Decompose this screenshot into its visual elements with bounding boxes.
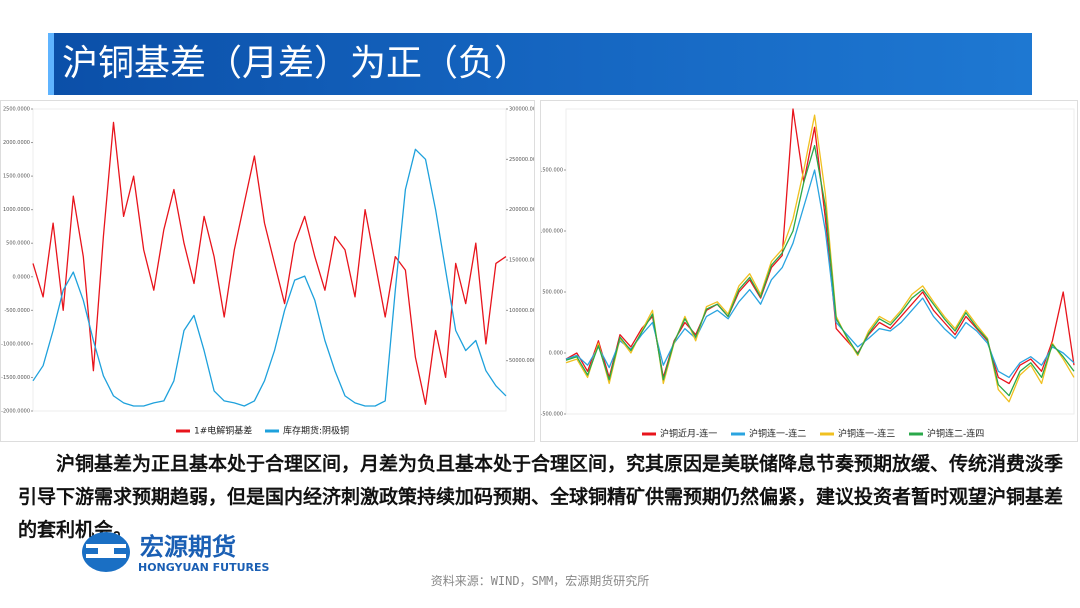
legend-label: 沪铜近月-连一	[660, 428, 717, 440]
slide-title: 沪铜基差（月差）为正（负）	[62, 43, 531, 84]
logo-core	[98, 544, 114, 558]
legend-label: 沪铜连一-连二	[749, 428, 806, 440]
y2-tick-label: 200000.0000	[509, 207, 535, 213]
source-note: 资料来源：WIND，SMM，宏源期货研究所	[430, 574, 650, 588]
y-tick-label: 500.000	[542, 290, 563, 296]
y-tick-label: -2000.0000	[1, 409, 30, 415]
y2-tick-label: 150000.0000	[509, 258, 535, 264]
legend-label: 1#电解铜基差	[194, 425, 252, 437]
legend-label: 沪铜连二-连四	[927, 428, 984, 440]
legend-label: 沪铜连一-连三	[838, 428, 895, 440]
series-line	[32, 148, 507, 407]
y2-tick-label: 250000.0000	[509, 157, 535, 163]
logo-english: HONGYUAN FUTURES	[138, 561, 270, 574]
y2-tick-label: 50000.0000	[509, 358, 535, 364]
y-tick-label: 0.0000	[13, 274, 31, 280]
y2-tick-label: 300000.0000	[509, 107, 535, 113]
y-tick-label: 1500.0000	[3, 174, 30, 180]
series-line	[565, 114, 1075, 403]
y-tick-label: 1000.000	[540, 229, 563, 235]
series-line	[565, 144, 1075, 397]
series-line	[32, 121, 507, 405]
plot-frame	[565, 108, 1075, 415]
chart-basis: -2000.0000 -1500.0000 -1000.0000 -500.0000 0…	[0, 100, 535, 442]
logo: 宏源期货 HONGYUAN FUTURES	[82, 532, 270, 574]
y-tick-label: -500.0000	[4, 308, 30, 314]
logo-name: 宏源期货	[140, 533, 236, 561]
y-tick-label: 2500.0000	[3, 107, 30, 113]
chart-spread: -500.000 0.000 500.000 1000.000 1500.000 沪铜近月…	[540, 100, 1078, 442]
y-tick-label: 500.0000	[6, 241, 30, 247]
legend-label: 库存期货:阴极铜	[283, 425, 349, 437]
y-tick-label: -500.000	[541, 412, 563, 418]
y-tick-label: 1000.0000	[3, 207, 30, 213]
series-line	[565, 169, 1075, 379]
y-tick-label: -1500.0000	[1, 375, 30, 381]
y-tick-label: -1000.0000	[1, 341, 30, 347]
y-tick-label: 0.000	[549, 351, 563, 357]
y-tick-label: 1500.000	[540, 168, 563, 174]
y2-tick-label: 100000.0000	[509, 308, 535, 314]
y-tick-label: 2000.0000	[3, 140, 30, 146]
title-bar	[48, 33, 1032, 95]
